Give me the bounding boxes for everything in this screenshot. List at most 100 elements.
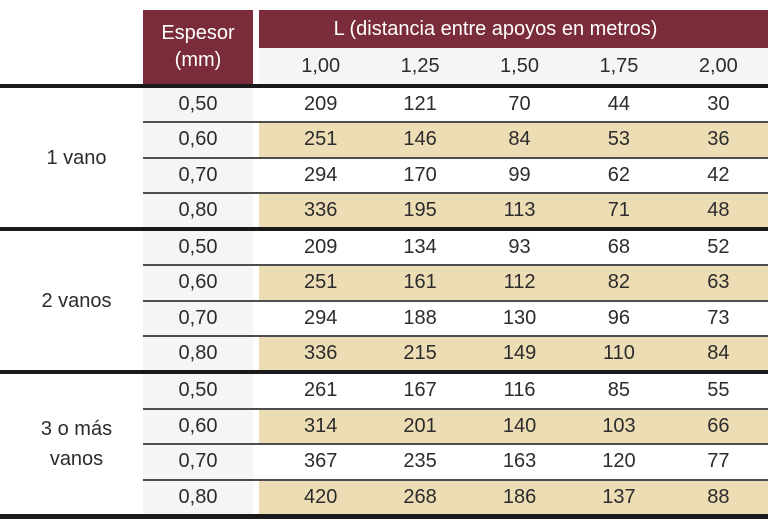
table-row: 0,80 336 215 149 110 84 (143, 334, 768, 370)
value-cell: 62 (607, 163, 631, 186)
group-label-line: 3 o más (40, 418, 113, 440)
section-divider (0, 370, 768, 374)
value-cell: 163 (502, 450, 537, 473)
group-label-line: vanos (49, 448, 104, 470)
value-cell: 121 (403, 93, 437, 116)
value-cell: 314 (304, 414, 338, 437)
value-cell: 201 (403, 414, 437, 437)
value-cell: 99 (508, 163, 531, 186)
values-row: 209 121 70 44 30 (259, 88, 768, 122)
table-row: 0,60 251 161 112 82 63 (143, 264, 768, 300)
espesor-cell: 0,80 (143, 193, 253, 227)
espesor-cell: 0,70 (143, 158, 253, 192)
section-2-vanos: 2 vanos 0,50 209 134 93 68 52 0,60 251 (0, 231, 768, 370)
group-label: 2 vanos (0, 231, 143, 370)
value-cell: 42 (707, 163, 730, 186)
value-cell: 186 (502, 485, 537, 508)
value-cell: 113 (503, 198, 536, 221)
table-row: 0,50 209 134 93 68 52 (143, 231, 768, 265)
value-cell: 367 (304, 450, 338, 473)
value-cell: 77 (707, 450, 730, 473)
values-row: 314 201 140 103 66 (259, 409, 768, 443)
table-row: 0,50 261 167 116 85 55 (143, 374, 768, 408)
section-rows: 0,50 209 121 70 44 30 0,60 251 146 84 53 (143, 88, 768, 227)
espesor-cell: 0,50 (143, 88, 253, 122)
value-cell: 44 (607, 93, 631, 116)
value-cell: 268 (403, 485, 437, 508)
espesor-cell: 0,60 (143, 409, 253, 443)
espesor-header-line1: Espesor (161, 22, 235, 44)
value-cell: 88 (707, 485, 730, 508)
section-divider (0, 84, 768, 88)
column-headers-row: 1,00 1,25 1,50 1,75 2,00 (259, 48, 768, 84)
values-row: 251 146 84 53 36 (259, 123, 768, 157)
value-cell: 30 (707, 93, 730, 116)
values-row: 420 268 186 137 88 (259, 480, 768, 514)
table-row: 0,50 209 121 70 44 30 (143, 88, 768, 122)
value-cell: 215 (403, 341, 437, 364)
group-label-line: 1 vano (46, 146, 107, 169)
value-cell: 149 (502, 341, 537, 364)
values-row: 367 235 163 120 77 (259, 445, 768, 479)
value-cell: 96 (607, 306, 631, 329)
value-cell: 85 (607, 379, 631, 402)
values-row: 294 170 99 62 42 (259, 158, 768, 192)
value-cell: 134 (403, 236, 437, 259)
table-row: 0,70 294 170 99 62 42 (143, 156, 768, 192)
value-cell: 188 (403, 306, 437, 329)
value-cell: 52 (707, 236, 730, 259)
l-header-cell: L (distancia entre apoyos en metros) (259, 10, 768, 48)
espesor-header-cell: Espesor (mm) (143, 10, 253, 84)
value-cell: 84 (508, 128, 531, 151)
section-1-vano: 1 vano 0,50 209 121 70 44 30 0,60 251 (0, 88, 768, 227)
value-cell: 336 (304, 341, 338, 364)
values-row: 261 167 116 85 55 (259, 374, 768, 408)
value-cell: 110 (602, 341, 635, 364)
espesor-cell: 0,80 (143, 480, 253, 514)
values-row: 251 161 112 82 63 (259, 266, 768, 300)
value-cell: 120 (602, 450, 636, 473)
value-cell: 294 (304, 163, 338, 186)
value-cell: 146 (403, 128, 437, 151)
section-divider (0, 514, 768, 519)
value-cell: 336 (304, 198, 338, 221)
table-row: 0,80 420 268 186 137 88 (143, 478, 768, 514)
table-row: 0,60 251 146 84 53 36 (143, 121, 768, 157)
value-cell: 93 (508, 236, 531, 259)
value-cell: 167 (403, 379, 437, 402)
value-cell: 68 (607, 236, 631, 259)
section-rows: 0,50 209 134 93 68 52 0,60 251 161 112 8… (143, 231, 768, 370)
value-cell: 53 (607, 128, 631, 151)
espesor-header-line2: (mm) (174, 49, 222, 71)
value-cell: 112 (503, 271, 536, 294)
section-divider (0, 227, 768, 231)
value-cell: 48 (707, 198, 730, 221)
value-cell: 82 (607, 271, 631, 294)
values-row: 294 188 130 96 73 (259, 301, 768, 335)
value-cell: 55 (707, 379, 730, 402)
value-cell: 36 (707, 128, 730, 151)
value-cell: 251 (304, 271, 338, 294)
value-cell: 209 (304, 93, 338, 116)
value-cell: 70 (508, 93, 531, 116)
espesor-cell: 0,60 (143, 266, 253, 300)
values-row: 336 195 113 71 48 (259, 193, 768, 227)
value-cell: 161 (403, 271, 437, 294)
section-rows: 0,50 261 167 116 85 55 0,60 314 201 140 … (143, 374, 768, 514)
column-header: 1,50 (500, 54, 539, 77)
value-cell: 420 (304, 485, 338, 508)
espesor-cell: 0,60 (143, 123, 253, 157)
value-cell: 261 (304, 379, 338, 402)
table-row: 0,60 314 201 140 103 66 (143, 407, 768, 443)
value-cell: 71 (607, 198, 631, 221)
value-cell: 195 (403, 198, 437, 221)
value-cell: 84 (707, 341, 730, 364)
espesor-cell: 0,80 (143, 336, 253, 370)
value-cell: 294 (304, 306, 338, 329)
table-row: 0,70 294 188 130 96 73 (143, 299, 768, 335)
value-cell: 103 (602, 414, 636, 437)
values-row: 209 134 93 68 52 (259, 231, 768, 265)
espesor-cell: 0,70 (143, 301, 253, 335)
value-cell: 63 (707, 271, 730, 294)
